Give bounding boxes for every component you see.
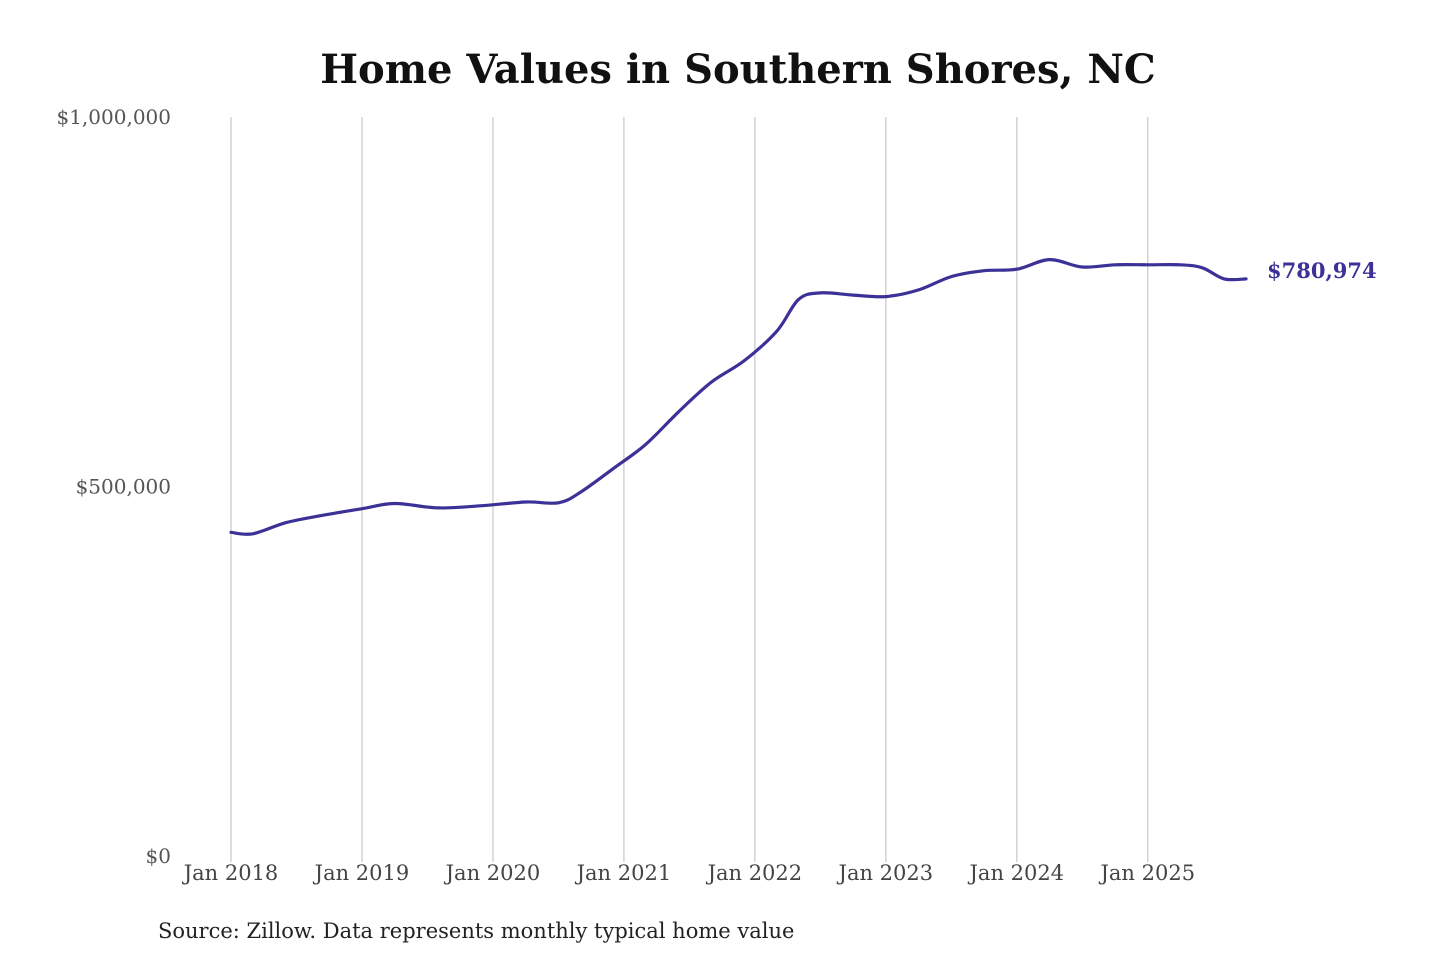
end-value-label: $780,974	[1267, 258, 1377, 283]
x-tick-label: Jan 2025	[1098, 861, 1195, 885]
y-tick-label: $1,000,000	[56, 105, 171, 129]
x-tick-label: Jan 2021	[575, 861, 672, 885]
y-tick-label: $500,000	[76, 475, 171, 499]
x-tick-label: Jan 2022	[706, 861, 803, 885]
x-tick-label: Jan 2018	[182, 861, 279, 885]
series-layer: $780,974	[229, 257, 1377, 536]
y-axis-ticks: $0 $500,000 $1,000,000	[56, 105, 171, 868]
x-tick-label: Jan 2019	[313, 861, 410, 885]
x-tick-label: Jan 2020	[444, 861, 541, 885]
x-tick-label: Jan 2023	[837, 861, 934, 885]
x-axis-ticks: Jan 2018 Jan 2019 Jan 2020 Jan 2021 Jan 2022…	[182, 861, 1195, 885]
source-note: Source: Zillow. Data represents monthly …	[158, 919, 794, 943]
chart-title: Home Values in Southern Shores, NC	[320, 46, 1156, 93]
series-line	[229, 257, 1248, 536]
x-tick-label: Jan 2024	[968, 861, 1065, 885]
y-tick-label: $0	[146, 844, 171, 868]
gridlines	[230, 117, 1149, 862]
